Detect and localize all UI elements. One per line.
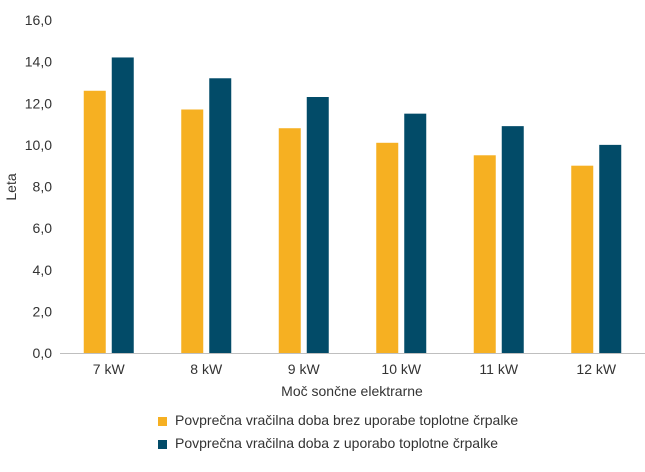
bar-with-heat-pump	[111, 57, 134, 354]
y-axis-ticks: 0,0 2,0 4,0 6,0 8,0 10,0 12,0 14,0 16,0	[25, 12, 52, 361]
x-tick-label: 12 kW	[576, 361, 616, 377]
legend: Povprečna vračilna doba brez uporabe top…	[158, 412, 518, 451]
bar-with-heat-pump	[306, 97, 329, 353]
x-tick-label: 8 kW	[190, 361, 223, 377]
bars	[83, 57, 622, 354]
y-tick-label: 4,0	[33, 262, 53, 278]
y-tick-label: 2,0	[33, 303, 53, 319]
y-tick-label: 8,0	[33, 179, 53, 195]
x-tick-label: 9 kW	[288, 361, 321, 377]
bar-with-heat-pump	[501, 126, 524, 353]
bar-without-heat-pump	[571, 165, 594, 353]
x-tick-label: 7 kW	[93, 361, 126, 377]
bar-without-heat-pump	[473, 155, 496, 353]
x-axis-title: Moč sončne elektrarne	[281, 383, 423, 399]
y-tick-label: 16,0	[25, 12, 52, 28]
y-tick-label: 0,0	[33, 345, 53, 361]
x-axis-ticks: 7 kW 8 kW 9 kW 10 kW 11 kW 12 kW	[93, 361, 617, 377]
y-axis-title: Leta	[3, 173, 19, 200]
legend-swatch	[158, 440, 167, 449]
bar-without-heat-pump	[181, 109, 204, 354]
x-tick-label: 10 kW	[381, 361, 421, 377]
y-tick-label: 6,0	[33, 220, 53, 236]
y-tick-label: 14,0	[25, 54, 52, 70]
bar-without-heat-pump	[83, 90, 106, 353]
bar-with-heat-pump	[404, 113, 427, 353]
legend-label: Povprečna vračilna doba z uporabo toplot…	[175, 435, 498, 451]
bar-with-heat-pump	[209, 78, 232, 354]
y-tick-label: 12,0	[25, 95, 52, 111]
legend-swatch	[158, 417, 167, 426]
legend-label: Povprečna vračilna doba brez uporabe top…	[175, 412, 518, 428]
y-tick-label: 10,0	[25, 137, 52, 153]
bar-with-heat-pump	[599, 144, 622, 353]
x-tick-label: 11 kW	[479, 361, 518, 377]
bar-without-heat-pump	[278, 128, 301, 353]
bar-without-heat-pump	[376, 142, 399, 353]
